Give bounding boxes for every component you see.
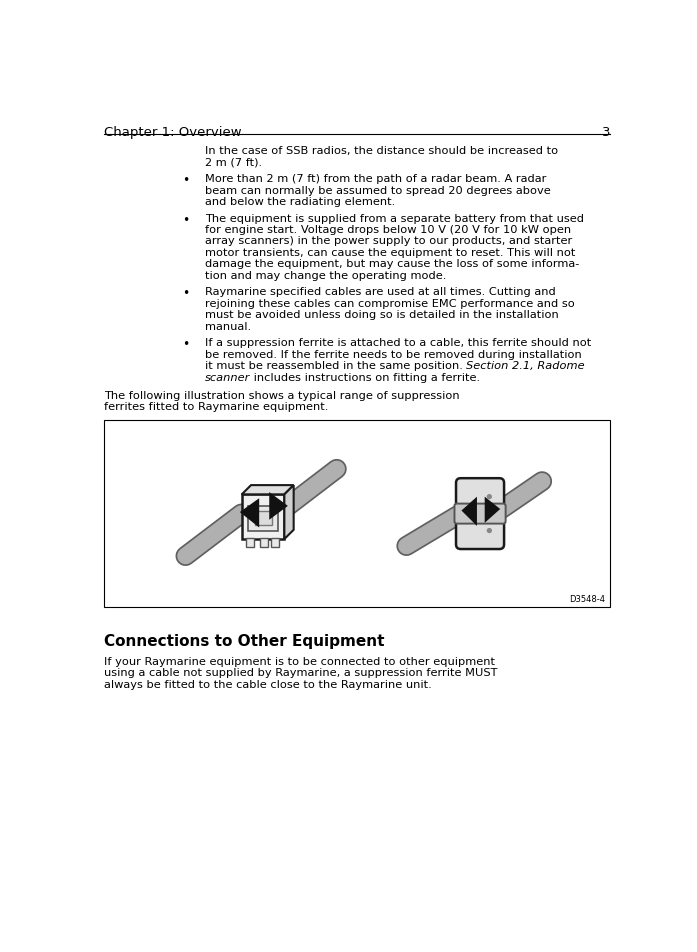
Text: Chapter 1: Overview: Chapter 1: Overview xyxy=(104,126,242,139)
Text: and below the radiating element.: and below the radiating element. xyxy=(205,197,395,207)
Text: using a cable not supplied by Raymarine, a suppression ferrite MUST: using a cable not supplied by Raymarine,… xyxy=(104,667,498,678)
Text: The following illustration shows a typical range of suppression: The following illustration shows a typic… xyxy=(104,390,460,401)
Text: for engine start. Voltage drops below 10 V (20 V for 10 kW open: for engine start. Voltage drops below 10… xyxy=(205,225,571,235)
Text: always be fitted to the cable close to the Raymarine unit.: always be fitted to the cable close to t… xyxy=(104,679,432,689)
Bar xyxy=(254,512,272,526)
Text: includes instructions on fitting a ferrite.: includes instructions on fitting a ferri… xyxy=(250,372,480,382)
Text: •: • xyxy=(182,338,189,351)
Polygon shape xyxy=(240,499,259,528)
Text: Raymarine specified cables are used at all times. Cutting and: Raymarine specified cables are used at a… xyxy=(205,288,556,297)
Text: beam can normally be assumed to spread 20 degrees above: beam can normally be assumed to spread 2… xyxy=(205,186,551,195)
Text: D3548-4: D3548-4 xyxy=(569,594,606,604)
Bar xyxy=(271,539,279,547)
Circle shape xyxy=(487,495,491,499)
Text: •: • xyxy=(182,174,189,187)
Bar xyxy=(246,539,254,547)
Polygon shape xyxy=(484,497,500,524)
Text: array scanners) in the power supply to our products, and starter: array scanners) in the power supply to o… xyxy=(205,236,572,247)
Text: 3: 3 xyxy=(602,126,611,139)
Polygon shape xyxy=(461,497,477,526)
Text: Section 2.1, Radome: Section 2.1, Radome xyxy=(466,361,585,371)
Polygon shape xyxy=(242,486,293,495)
Text: rejoining these cables can compromise EMC performance and so: rejoining these cables can compromise EM… xyxy=(205,299,574,308)
Polygon shape xyxy=(269,492,288,520)
Text: If your Raymarine equipment is to be connected to other equipment: If your Raymarine equipment is to be con… xyxy=(104,656,495,666)
Bar xyxy=(104,421,611,607)
Text: manual.: manual. xyxy=(205,322,251,331)
Text: damage the equipment, but may cause the loss of some informa-: damage the equipment, but may cause the … xyxy=(205,259,579,269)
Text: must be avoided unless doing so is detailed in the installation: must be avoided unless doing so is detai… xyxy=(205,310,559,320)
Text: The equipment is supplied from a separate battery from that used: The equipment is supplied from a separat… xyxy=(205,213,584,224)
Text: •: • xyxy=(182,288,189,300)
Text: More than 2 m (7 ft) from the path of a radar beam. A radar: More than 2 m (7 ft) from the path of a … xyxy=(205,174,546,184)
Text: •: • xyxy=(182,213,189,227)
Text: In the case of SSB radios, the distance should be increased to: In the case of SSB radios, the distance … xyxy=(205,146,558,156)
Bar xyxy=(248,506,278,531)
Text: ferrites fitted to Raymarine equipment.: ferrites fitted to Raymarine equipment. xyxy=(104,402,328,412)
Bar xyxy=(260,539,268,547)
Text: If a suppression ferrite is attached to a cable, this ferrite should not: If a suppression ferrite is attached to … xyxy=(205,338,591,348)
FancyBboxPatch shape xyxy=(456,479,504,549)
Bar xyxy=(242,495,284,540)
Polygon shape xyxy=(284,486,293,540)
Text: scanner: scanner xyxy=(205,372,250,382)
Text: be removed. If the ferrite needs to be removed during installation: be removed. If the ferrite needs to be r… xyxy=(205,349,582,360)
Text: tion and may change the operating mode.: tion and may change the operating mode. xyxy=(205,270,446,281)
Text: motor transients, can cause the equipment to reset. This will not: motor transients, can cause the equipmen… xyxy=(205,248,575,258)
Text: it must be reassembled in the same position.: it must be reassembled in the same posit… xyxy=(205,361,466,371)
FancyBboxPatch shape xyxy=(454,504,505,524)
Circle shape xyxy=(487,529,491,533)
Text: 2 m (7 ft).: 2 m (7 ft). xyxy=(205,157,262,168)
Text: Connections to Other Equipment: Connections to Other Equipment xyxy=(104,633,385,648)
